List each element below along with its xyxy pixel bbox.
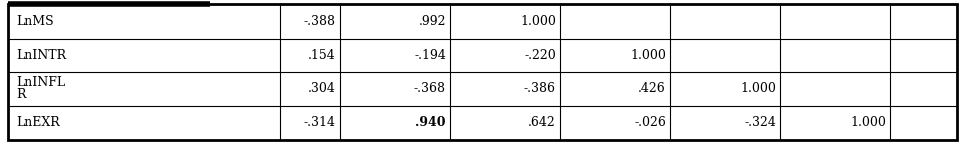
Text: LnINFL: LnINFL — [16, 76, 65, 89]
Text: 1.000: 1.000 — [520, 15, 556, 28]
Text: 1.000: 1.000 — [850, 116, 886, 129]
Text: 1.000: 1.000 — [630, 49, 666, 62]
Text: -.324: -.324 — [744, 116, 776, 129]
Text: -.388: -.388 — [304, 15, 336, 28]
Text: -.194: -.194 — [414, 49, 446, 62]
Text: -.220: -.220 — [524, 49, 556, 62]
Text: LnINTR: LnINTR — [16, 49, 67, 62]
Text: .154: .154 — [308, 49, 336, 62]
Text: R: R — [16, 88, 25, 101]
Text: .940: .940 — [416, 116, 446, 129]
Text: LnMS: LnMS — [16, 15, 54, 28]
Text: .992: .992 — [419, 15, 446, 28]
Text: -.026: -.026 — [634, 116, 666, 129]
Text: .642: .642 — [528, 116, 556, 129]
Text: -.386: -.386 — [524, 83, 556, 95]
Text: LnEXR: LnEXR — [16, 116, 60, 129]
Text: -.368: -.368 — [414, 83, 446, 95]
Text: .304: .304 — [308, 83, 336, 95]
Text: .426: .426 — [638, 83, 666, 95]
Text: -.314: -.314 — [304, 116, 336, 129]
Text: 1.000: 1.000 — [740, 83, 776, 95]
